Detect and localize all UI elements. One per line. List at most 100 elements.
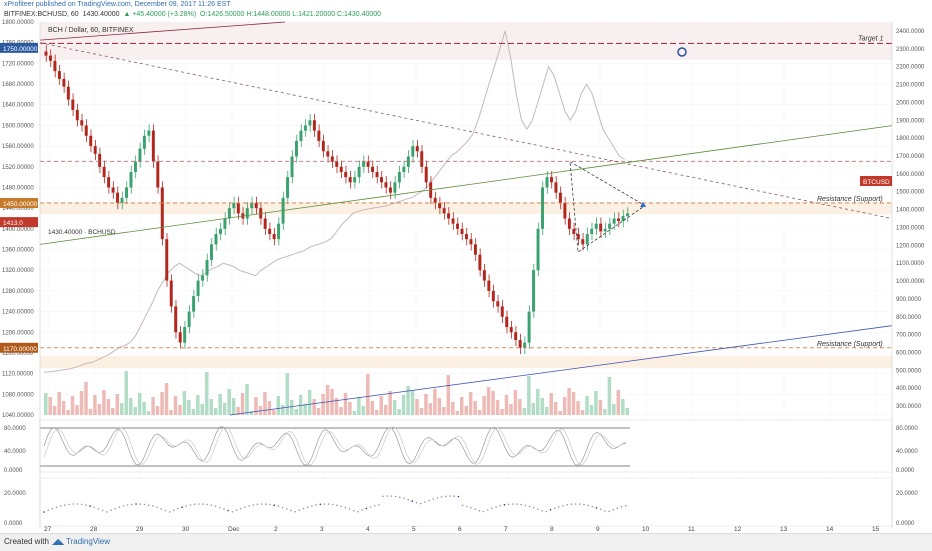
ind2-dot <box>126 504 129 506</box>
volume-bar <box>361 406 366 415</box>
candle-body <box>160 187 164 240</box>
volume-bar <box>263 392 267 415</box>
ind2-dot <box>122 505 125 507</box>
volume-bar <box>218 394 222 415</box>
volume-bar <box>375 410 379 415</box>
volume-bar <box>276 396 281 415</box>
candle-body <box>599 223 603 232</box>
volume-bar <box>66 410 70 415</box>
volume-bar <box>298 395 303 415</box>
volume-bar <box>312 399 316 415</box>
ind2-dot <box>499 504 502 507</box>
candle-body <box>218 228 222 235</box>
ind2-dot <box>281 506 284 509</box>
volume-bar <box>598 400 603 415</box>
ind2-dot <box>168 511 171 513</box>
ind2-dot <box>604 510 606 512</box>
blue-support-line <box>229 325 893 416</box>
ind2-dot <box>214 505 217 508</box>
volume-bar <box>70 396 75 415</box>
candle-body <box>482 270 486 281</box>
volume-bar <box>477 410 482 415</box>
ind2-dot <box>198 503 200 505</box>
ind2-dot <box>394 495 397 498</box>
candle-body <box>590 228 594 235</box>
candle-body <box>303 125 307 131</box>
ind2-dot <box>72 503 75 505</box>
candle-body <box>227 208 231 219</box>
ind2-dot <box>399 496 401 499</box>
ohlc-values: O:1426.50000 H:1448.00000 L:1421.20000 C… <box>200 11 382 18</box>
volume-bar <box>621 399 625 415</box>
candle-body <box>397 171 401 183</box>
ind2-dot <box>298 509 301 511</box>
candle-body <box>192 296 196 312</box>
volume-bar <box>383 405 388 415</box>
candle-body <box>366 161 370 167</box>
volume-bar <box>111 408 115 415</box>
candle-body <box>415 146 419 152</box>
candle-body <box>53 60 57 72</box>
ind2-dot <box>231 511 234 513</box>
left-axis-tick-label: 1040.00000 <box>2 413 34 419</box>
ind2-dot <box>562 504 564 507</box>
ind2-dot <box>173 509 175 512</box>
candle-body <box>75 109 79 121</box>
ind2-dot <box>579 503 581 505</box>
candle-body <box>612 218 616 224</box>
ind2-dot <box>244 506 246 508</box>
volume-bar <box>102 390 106 415</box>
candle-body <box>93 146 97 154</box>
symbol-name: BITFINEX:BCHUSD, 60 <box>4 11 79 18</box>
volume-bar <box>352 411 357 415</box>
candle-body <box>236 202 240 214</box>
ind2-dot <box>252 504 255 506</box>
volume-bar <box>191 409 196 415</box>
alert-icon[interactable] <box>677 47 687 57</box>
candle-body <box>460 228 464 235</box>
volume-bar <box>460 397 464 415</box>
volume-bar <box>169 410 173 415</box>
candle-body <box>295 140 298 157</box>
osc-right-tick: 40.0000 <box>896 449 918 455</box>
ind2-dot <box>85 504 87 506</box>
volume-bar <box>504 395 509 415</box>
candle-body <box>500 306 504 317</box>
x-axis-tick-label: 2 <box>274 526 278 533</box>
candle-body <box>451 218 455 224</box>
ind2-dot <box>193 503 196 506</box>
right-price-tag-label: BTCUSD <box>863 179 890 186</box>
ind2-left-tick: 0.0000 <box>4 521 23 527</box>
left-axis-tick-label: 1400.00000 <box>2 227 34 233</box>
candle-body <box>116 192 120 203</box>
candle-body <box>469 239 473 245</box>
volume-bar <box>433 389 437 415</box>
volume-bar <box>79 391 84 415</box>
candle-body <box>205 259 209 276</box>
author-name: xProfiteer published on TradingView.com,… <box>4 1 231 8</box>
volume-bar <box>200 404 205 415</box>
ind2-dot <box>466 505 468 508</box>
ind2-dot <box>55 506 58 509</box>
candle-body <box>268 228 272 235</box>
left-axis-tick-label: 1520.00000 <box>2 165 34 171</box>
green-trend-line <box>39 125 893 245</box>
candle-body <box>375 171 379 178</box>
tradingview-link[interactable]: TradingView <box>66 537 111 546</box>
candle-body <box>603 228 607 232</box>
volume-bars <box>44 371 629 415</box>
created-with-label: Created with <box>4 537 49 546</box>
last-price: 1430.40000 <box>82 11 120 18</box>
left-axis-tick-label: 1800.00000 <box>2 20 34 26</box>
candle-body <box>272 234 276 240</box>
candle-body <box>321 140 325 152</box>
left-axis-tick-label: 1600.00000 <box>2 123 34 129</box>
x-axis-tick-label: 3 <box>320 526 324 533</box>
ind2-dot <box>378 504 380 506</box>
ind2-dot <box>101 509 104 512</box>
candle-body <box>120 197 124 203</box>
ind2-dot <box>612 508 615 511</box>
left-price-tag <box>0 197 38 208</box>
ind2-dot <box>411 500 414 502</box>
